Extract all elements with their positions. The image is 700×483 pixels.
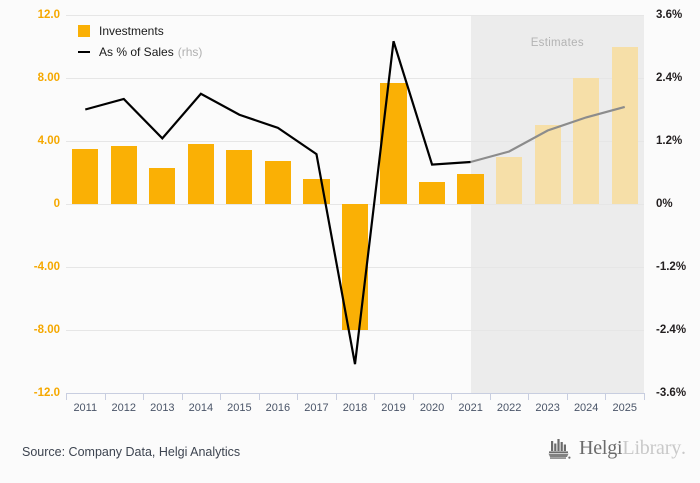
legend-label-investments: Investments — [99, 24, 164, 38]
gridline — [66, 330, 644, 331]
x-axis-label-2017: 2017 — [304, 402, 329, 414]
y-axis-right-tick-label: 2.4% — [656, 72, 683, 84]
y-axis-right-tick-label: 0% — [656, 198, 673, 210]
x-axis-tick — [143, 393, 145, 400]
y-axis-right-tick-label: -2.4% — [656, 324, 687, 336]
x-axis-tick — [566, 393, 568, 400]
logo-text-helgi: Helgi — [578, 437, 623, 459]
line-actual-path — [84, 40, 471, 365]
x-axis-label-2016: 2016 — [265, 402, 291, 414]
y-axis-left-tick-label: -4.00 — [33, 261, 60, 273]
bar-2020[interactable] — [418, 181, 446, 204]
x-axis-tick — [258, 393, 260, 400]
bar-2022[interactable] — [496, 156, 523, 204]
gridline — [66, 78, 644, 79]
chart-legend: Investments As % of Sales (rhs) — [78, 22, 202, 64]
bar-2019[interactable] — [380, 82, 407, 204]
y-axis-left-tick-label: 4.00 — [37, 135, 60, 147]
legend-label-rhs-note: (rhs) — [177, 45, 203, 59]
y-axis-left-tick-label: 12.0 — [37, 9, 60, 21]
x-axis-tick — [451, 393, 453, 400]
bar-2015[interactable] — [226, 150, 253, 204]
gridline — [66, 15, 644, 16]
library-book-icon — [547, 438, 573, 460]
logo-text-library: Library — [622, 437, 681, 459]
bar-2014[interactable] — [187, 144, 214, 204]
legend-item-investments: Investments — [78, 22, 202, 40]
x-axis-tick — [220, 393, 222, 400]
x-axis-tick — [489, 393, 491, 400]
x-axis-tick — [374, 393, 376, 400]
x-axis-tick — [605, 393, 607, 400]
y-axis-left-tick-label: 0 — [53, 198, 60, 210]
line-series-overlay — [84, 40, 626, 365]
legend-swatch-icon — [78, 25, 90, 37]
y-axis-left-tick-label: 8.00 — [37, 72, 60, 84]
legend-item-as-pct-of-sales: As % of Sales (rhs) — [78, 43, 202, 61]
x-axis-tick — [335, 393, 337, 400]
source-note: Source: Company Data, Helgi Analytics — [22, 445, 241, 459]
x-axis-tick — [104, 393, 106, 400]
y-axis-left-tick-label: -8.00 — [33, 324, 60, 336]
helgi-library-logo: Helgi Library . — [547, 437, 686, 460]
x-axis-tick — [181, 393, 183, 400]
bar-2012[interactable] — [110, 145, 137, 204]
x-axis-label-2023: 2023 — [535, 402, 560, 414]
x-axis-label-2019: 2019 — [381, 402, 406, 414]
x-axis-label-2015: 2015 — [227, 402, 252, 414]
x-axis-tick — [66, 393, 67, 400]
x-axis-tick — [412, 393, 414, 400]
legend-line-icon — [78, 46, 90, 58]
x-axis-label-2012: 2012 — [111, 402, 137, 414]
x-axis-label-2011: 2011 — [73, 402, 98, 414]
x-axis-label-2018: 2018 — [342, 402, 368, 414]
y-axis-right-tick-label: -3.6% — [656, 387, 687, 399]
x-axis-tick — [644, 393, 645, 400]
x-axis-tick — [528, 393, 530, 400]
x-axis-label-2013: 2013 — [150, 402, 175, 414]
x-axis-label-2024: 2024 — [573, 402, 599, 414]
y-axis-left-tick-label: -12.0 — [33, 387, 60, 399]
y-axis-right-tick-label: 3.6% — [656, 9, 683, 21]
y-axis-right-tick-label: 1.2% — [656, 135, 683, 147]
bar-2018[interactable] — [341, 204, 369, 330]
bar-2024[interactable] — [573, 78, 600, 204]
line-estimate-path — [470, 105, 626, 164]
legend-label-as-pct-of-sales: As % of Sales — [99, 45, 174, 59]
bar-2023[interactable] — [534, 125, 561, 204]
plot-area: Estimates — [66, 15, 644, 394]
x-axis-tick — [297, 393, 299, 400]
logo-text-dot: . — [681, 437, 686, 459]
x-axis: 2011 2012 2013 2014 2015 2016 2017 2018 2019 2020… — [66, 393, 645, 419]
estimates-label: Estimates — [530, 37, 584, 49]
x-axis-label-2020: 2020 — [419, 402, 445, 414]
chart-footer: Source: Company Data, Helgi Analytics — [0, 425, 700, 483]
bar-2011[interactable] — [72, 148, 99, 204]
gridline — [66, 141, 644, 142]
y-axis-right-tick-label: -1.2% — [656, 261, 687, 273]
x-axis-label-2025: 2025 — [612, 402, 637, 414]
bar-2025[interactable] — [611, 46, 638, 204]
bar-2021[interactable] — [457, 174, 484, 204]
x-axis-baseline — [66, 393, 644, 394]
x-axis-label-2021: 2021 — [458, 402, 483, 414]
x-axis-label-2022: 2022 — [496, 402, 522, 414]
bar-2013[interactable] — [149, 167, 176, 204]
bar-2016[interactable] — [264, 161, 292, 204]
x-axis-label-2014: 2014 — [188, 402, 214, 414]
